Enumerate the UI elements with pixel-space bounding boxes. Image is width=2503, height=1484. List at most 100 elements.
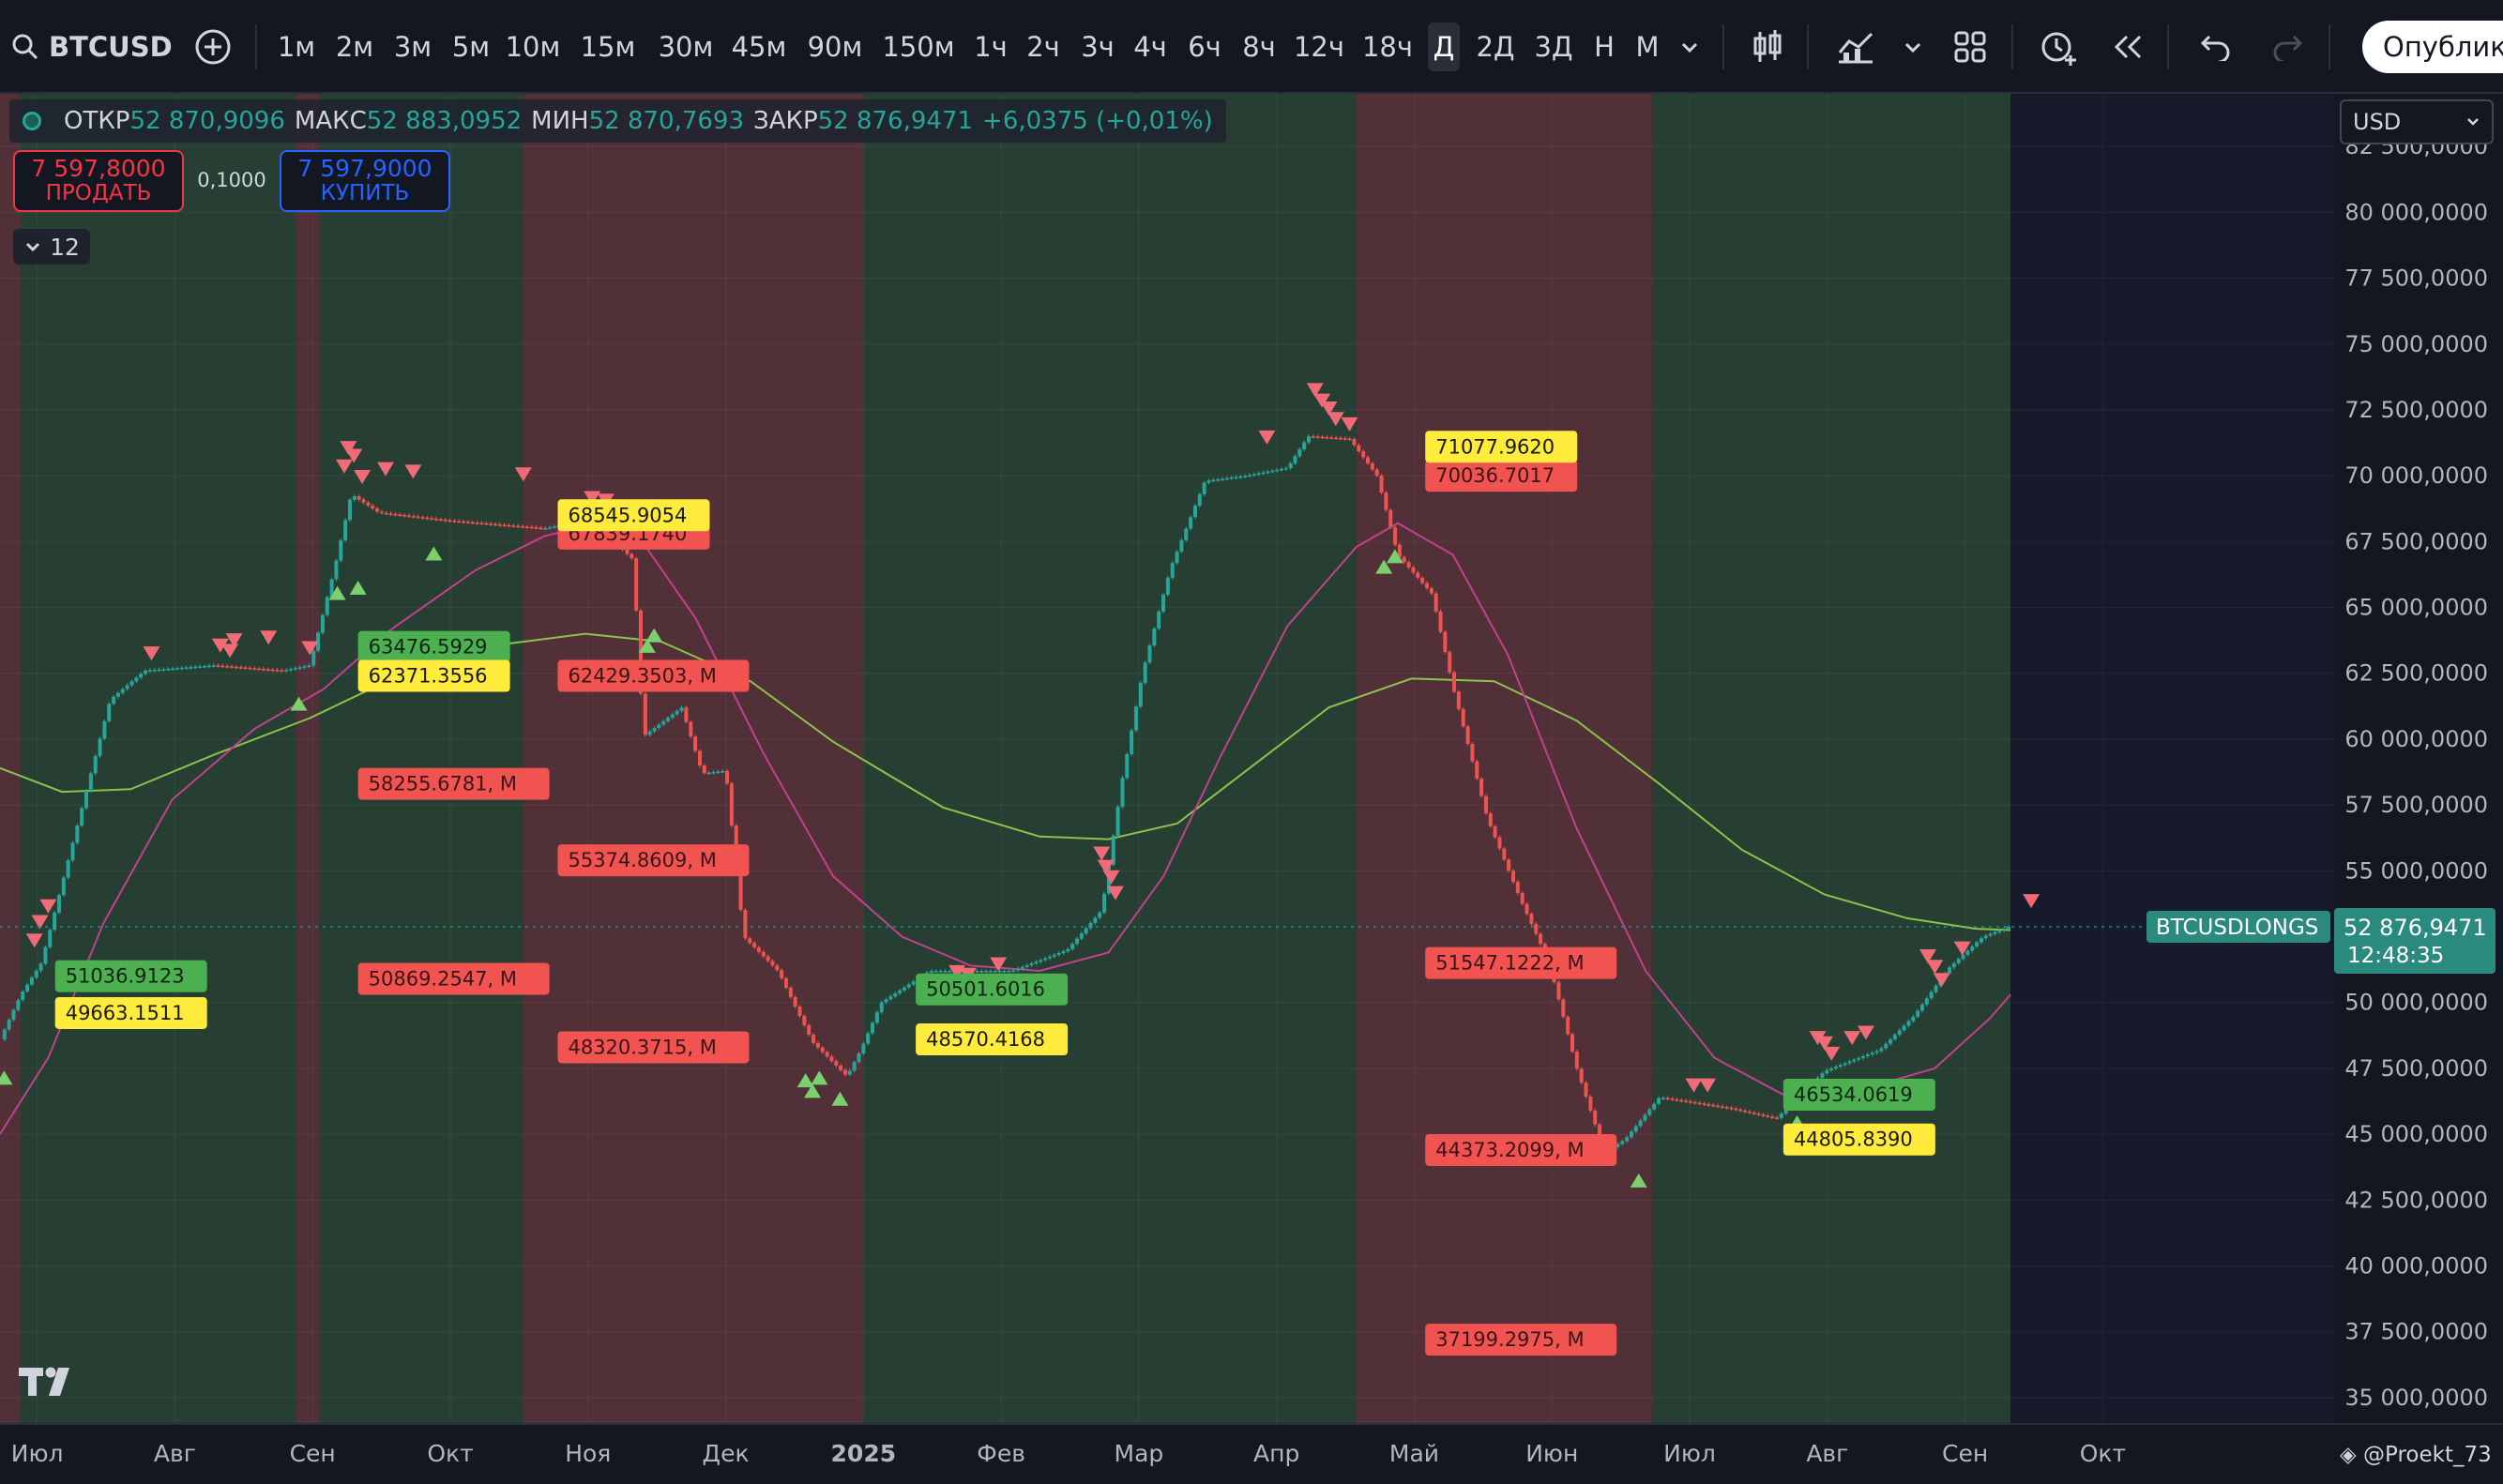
candle-body-down [643,693,647,735]
tradingview-logo[interactable] [17,1364,81,1407]
candle-body-up [1147,645,1152,663]
candle-body-up [1297,448,1302,457]
eye-icon[interactable] [23,112,41,130]
candle-body-up [1029,963,1034,965]
compare-add-icon[interactable] [191,23,235,71]
zone-future [2010,94,2334,1424]
sell-signal-marker [1933,973,1950,988]
candle-body-up [1919,1004,1924,1011]
toolbar-divider [2167,24,2169,69]
timeframe-9[interactable]: 90м [807,31,863,63]
level-label-text: 50501.6016 [926,978,1045,1001]
high-value: 52 883,0952 [366,107,523,135]
timeframe-12[interactable]: 2ч [1026,31,1060,63]
timeframe-23[interactable]: М [1635,31,1660,63]
candle-body-up [48,930,53,947]
timeframe-14[interactable]: 4ч [1133,31,1167,63]
sell-signal-marker [514,467,532,482]
candles-icon[interactable] [1747,23,1788,71]
symbol-search-button[interactable]: BTCUSD [49,31,173,63]
indicators-toggle[interactable]: 12 [13,229,90,265]
price-chart[interactable]: 51036.9123 49663.1511 58255.6781, M 50869.2… [0,94,2503,1484]
sell-signal-marker [1857,1025,1874,1040]
redo-icon[interactable] [2267,23,2308,71]
candle-body-up [1130,730,1134,754]
sell-signal-marker [143,646,160,661]
currency-select[interactable]: USD [2340,99,2494,144]
publish-button[interactable]: Опубликовать [2362,21,2503,73]
low-value: 52 870,7693 [588,107,745,135]
timeframe-1[interactable]: 1м [277,31,316,63]
timeframe-13[interactable]: 3ч [1081,31,1115,63]
candle-body-up [1115,807,1120,836]
candle-body-down [793,996,797,1007]
candle-body-down [802,1015,807,1025]
candle-body-down [1724,1107,1729,1109]
candle-body-up [943,971,948,973]
layout-grid-icon[interactable] [1949,23,1991,71]
candle-body-down [1747,1111,1752,1113]
candle-body-down [743,909,748,939]
candle-body-up [1902,1025,1906,1031]
chevron-down-icon[interactable] [1899,23,1927,71]
candle-body-up [66,860,70,878]
candle-body-down [489,523,493,525]
candle-body-up [1133,706,1138,731]
zone-green [319,94,523,1424]
alert-clock-icon[interactable] [2036,23,2081,71]
candle-body-down [1311,436,1315,438]
candle-body-up [1993,931,1997,934]
candle-body-down [1774,1117,1779,1119]
undo-icon[interactable] [2195,23,2237,71]
sell-button[interactable]: 7 597,8000 ПРОДАТЬ [13,150,184,212]
timeframe-17[interactable]: 12ч [1293,31,1345,63]
candle-body-up [352,496,356,500]
candle-body-up [325,597,329,615]
candle-body-up [174,668,179,670]
timeframe-18[interactable]: 18ч [1361,31,1414,63]
candle-body-down [1315,436,1320,438]
indicators-icon[interactable] [1833,23,1878,71]
candle-body-up [1951,962,1956,968]
buy-button[interactable]: 7 597,9000 КУПИТЬ [280,150,450,212]
quantity-value[interactable]: 0,1000 [197,169,266,191]
replay-icon[interactable] [2107,23,2148,71]
search-icon[interactable] [9,23,41,71]
timeframe-15[interactable]: 6ч [1188,31,1221,63]
candle-body-up [115,692,120,697]
timeframe-6[interactable]: 15м [580,31,636,63]
candle-body-up [1075,938,1080,945]
candle-body-down [689,721,693,737]
timeframe-7[interactable]: 30м [658,31,714,63]
timeframe-10[interactable]: 150м [882,31,955,63]
candle-body-down [248,667,252,670]
candle-body-up [193,666,198,669]
timeframe-19[interactable]: Д [1428,23,1460,71]
timeframe-16[interactable]: 8ч [1242,31,1276,63]
candle-body-down [384,512,388,515]
candle-body-up [847,1070,852,1075]
price-tick-label: 70 000,0000 [2344,462,2488,489]
timeframe-4[interactable]: 5м [451,31,491,63]
sell-signal-marker [340,441,357,456]
timeframe-2[interactable]: 2м [335,31,374,63]
zone-red [1356,94,1653,1424]
level-labels: 51036.9123 49663.1511 58255.6781, M 50869.2… [54,431,1935,1356]
candle-body-down [748,938,752,944]
sell-signal-marker [211,638,229,653]
buy-signal-marker [425,546,443,561]
timeframe-11[interactable]: 1ч [974,31,1008,63]
timeframe-5[interactable]: 10м [505,31,561,63]
sell-signal-marker [1926,960,1944,975]
level-label-bg [357,630,510,663]
chevron-down-icon[interactable] [1674,23,1706,71]
timeframe-20[interactable]: 2Д [1476,31,1515,63]
time-tick-label: Апр [1253,1440,1299,1467]
candle-body-up [1625,1137,1630,1142]
candle-body-up [302,666,307,668]
timeframe-8[interactable]: 45м [731,31,787,63]
candle-body-down [438,519,443,522]
timeframe-22[interactable]: Н [1594,31,1615,63]
timeframe-21[interactable]: 3Д [1534,31,1573,63]
timeframe-3[interactable]: 3м [393,31,432,63]
